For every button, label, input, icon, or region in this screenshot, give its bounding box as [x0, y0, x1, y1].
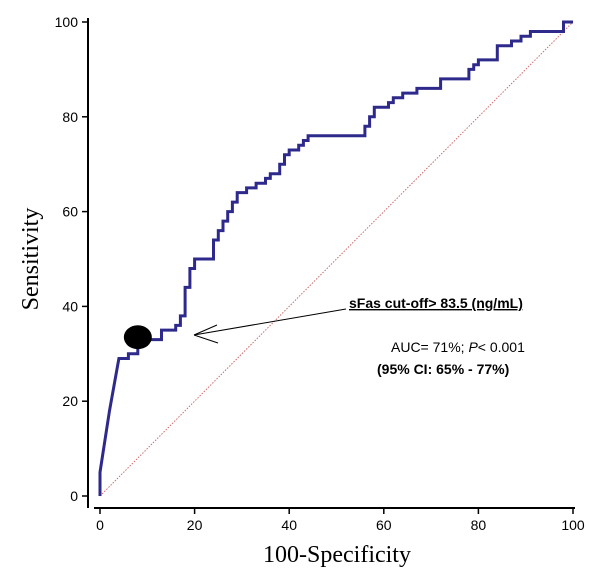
auc-p-symbol: P: [468, 339, 478, 355]
x-axis-ticks: 0 20 40 60 80 100: [96, 508, 585, 533]
x-tick-label: 20: [187, 517, 203, 533]
y-tick-label: 80: [62, 109, 78, 125]
cutoff-arrow: [193, 308, 347, 344]
x-tick-label: 60: [376, 517, 392, 533]
y-axis-ticks: 0 20 40 60 80 100: [55, 14, 88, 504]
x-tick-label: 40: [281, 517, 297, 533]
y-tick-label: 0: [70, 488, 78, 504]
auc-label: AUC= 71%; P< 0.001: [391, 339, 525, 355]
roc-curve: [98, 20, 573, 496]
ci-label: (95% CI: 65% - 77%): [377, 361, 509, 377]
y-tick-label: 100: [55, 14, 79, 30]
x-axis-title: 100-Specificity: [263, 542, 411, 568]
y-tick-label: 20: [62, 393, 78, 409]
x-tick-label: 80: [471, 517, 487, 533]
y-tick-label: 60: [62, 204, 78, 220]
x-tick-label: 0: [96, 517, 104, 533]
auc-suffix: < 0.001: [478, 339, 525, 355]
auc-prefix: AUC= 71%;: [391, 339, 468, 355]
cutoff-point-marker: [123, 325, 152, 350]
y-axis-title: Sensitivity: [18, 208, 44, 311]
cutoff-label: sFas cut-off> 83.5 (ng/mL): [349, 295, 523, 311]
reference-diagonal-line: [99, 21, 574, 497]
y-tick-label: 40: [62, 298, 78, 314]
x-tick-label: 100: [561, 517, 585, 533]
